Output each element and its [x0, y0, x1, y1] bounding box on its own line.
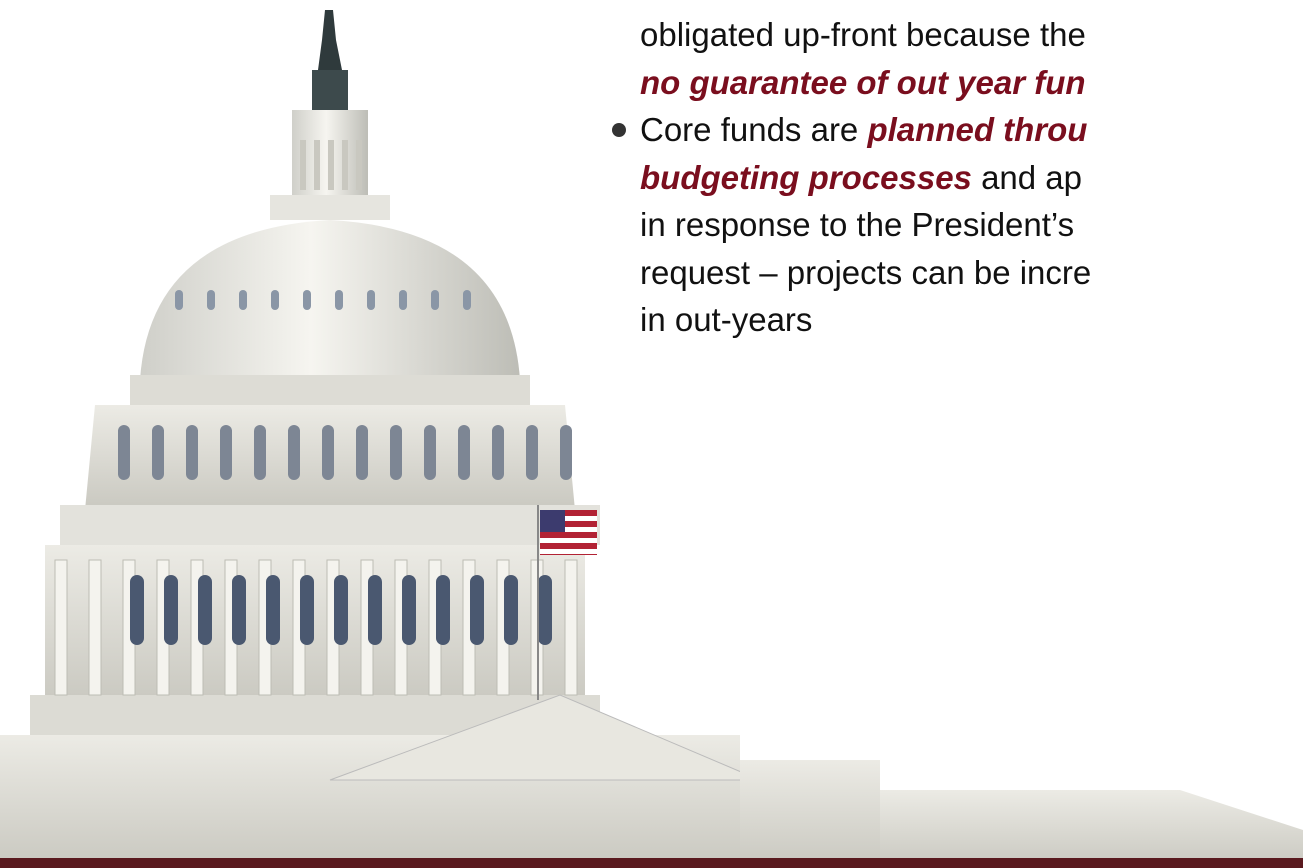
ornament	[164, 575, 178, 645]
emphasis-text: planned throu	[867, 111, 1088, 148]
ornament	[54, 559, 68, 696]
ornament	[328, 140, 334, 190]
ornament	[152, 425, 164, 480]
ornament	[356, 425, 368, 480]
text-line: in response to the President’s	[640, 205, 1074, 245]
ornament	[424, 425, 436, 480]
ornament	[470, 575, 484, 645]
text-run: in response to the President’s	[640, 206, 1075, 243]
ornament	[266, 575, 280, 645]
text-run: Core funds are	[640, 111, 868, 148]
ornament	[300, 140, 306, 190]
ornament	[239, 290, 247, 310]
ornament	[300, 575, 314, 645]
ornament	[254, 425, 266, 480]
ornament	[492, 425, 504, 480]
ornament	[458, 425, 470, 480]
ornament	[198, 575, 212, 645]
text-line: budgeting processes and ap	[640, 158, 1082, 198]
text-run: obligated up-front because the	[640, 16, 1086, 53]
text-run: in out-years	[640, 301, 813, 338]
ornament	[118, 425, 130, 480]
text-line: obligated up-front because the	[640, 15, 1086, 55]
ornament	[560, 425, 572, 480]
emphasis-text: no guarantee of out year fun	[640, 63, 1086, 101]
capitol	[0, 10, 1303, 868]
bullet	[612, 123, 626, 137]
ornament	[390, 425, 402, 480]
ornament	[538, 575, 552, 645]
ornament	[463, 290, 471, 310]
text-run: and ap	[971, 158, 1083, 196]
ornament	[271, 290, 279, 310]
ornament	[526, 425, 538, 480]
ornament	[175, 290, 183, 310]
ornament	[207, 290, 215, 310]
ornament	[314, 140, 320, 190]
ornament	[335, 290, 343, 310]
ornament	[322, 425, 334, 480]
text-line: no guarantee of out year fun	[640, 63, 1086, 103]
ornament	[186, 425, 198, 480]
ornament	[504, 575, 518, 645]
ornament	[303, 290, 311, 310]
ornament	[334, 575, 348, 645]
emphasis-text: budgeting processes	[640, 158, 972, 196]
ornament	[232, 575, 246, 645]
text-line: in out-years	[640, 300, 812, 340]
text-line: Core funds are planned throu	[640, 110, 1087, 150]
text-line: request – projects can be incre	[640, 253, 1091, 293]
ornament	[130, 575, 144, 645]
ornament	[399, 290, 407, 310]
ornament	[436, 575, 450, 645]
ornament	[356, 140, 362, 190]
ornament	[402, 575, 416, 645]
text-run: request – projects can be incre	[640, 253, 1092, 291]
ornament	[220, 425, 232, 480]
ornament	[88, 559, 102, 696]
ornament	[564, 559, 578, 696]
ornament	[367, 290, 375, 310]
ornament	[431, 290, 439, 310]
ornament	[288, 425, 300, 480]
ornament	[342, 140, 348, 190]
ornament	[368, 575, 382, 645]
